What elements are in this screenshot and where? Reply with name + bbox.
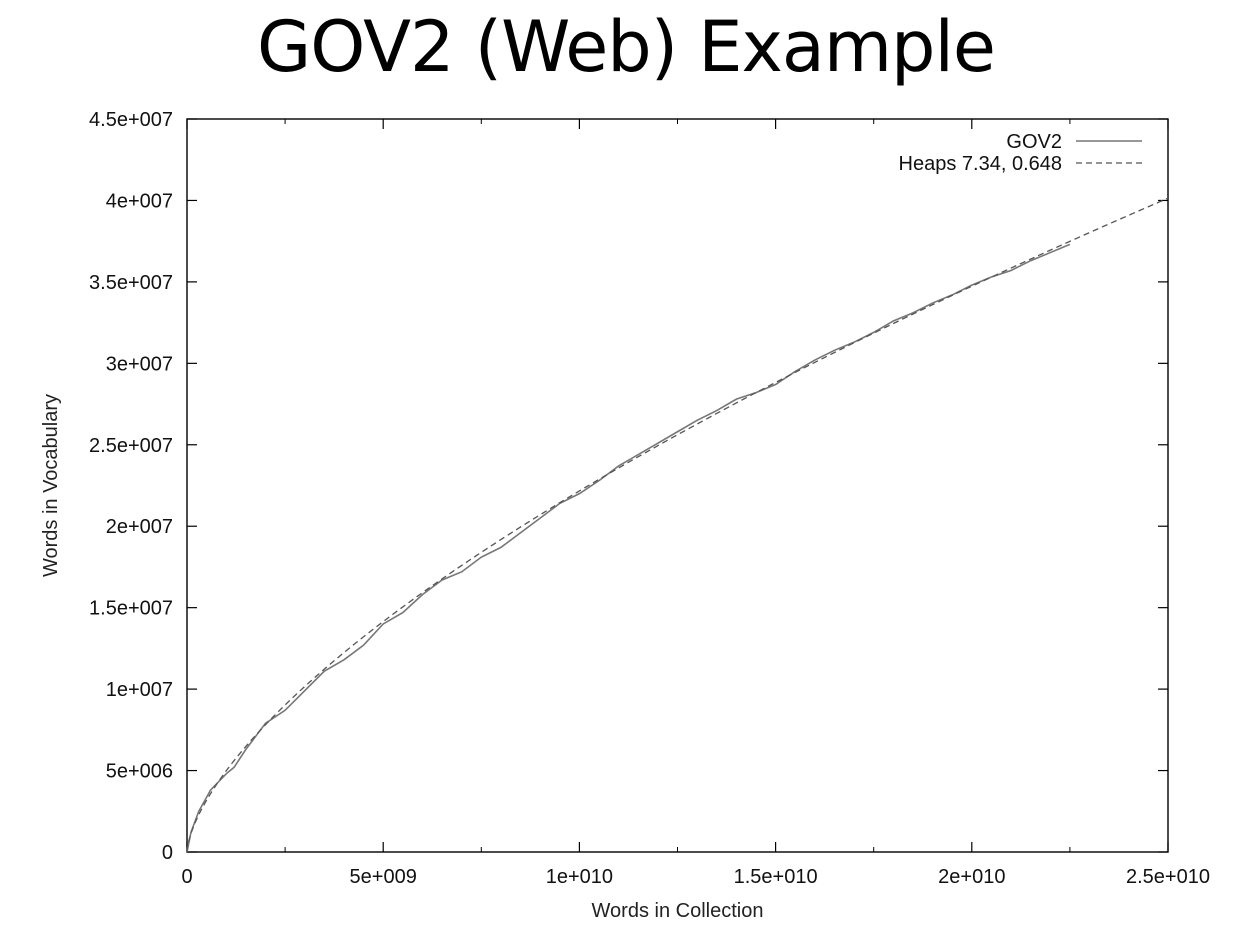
x-tick-label: 2e+010: [938, 866, 1005, 888]
y-axis-label: Words in Vocabulary: [40, 394, 62, 577]
y-tick-label: 1.5e+007: [89, 598, 173, 620]
y-tick-label: 2e+007: [106, 516, 173, 538]
y-tick-label: 2.5e+007: [89, 435, 173, 457]
series-layer: [186, 197, 1169, 853]
page-title: GOV2 (Web) Example: [257, 6, 996, 88]
x-tick-label: 1e+010: [546, 866, 613, 888]
x-axis-label: Words in Collection: [592, 900, 764, 922]
x-tick-label: 2.5e+010: [1126, 866, 1210, 888]
series-line-gov2: [186, 243, 1071, 853]
y-tick-label: 4e+007: [106, 190, 173, 212]
y-tick-label: 0: [162, 842, 173, 864]
legend-label: GOV2: [1006, 131, 1062, 153]
x-tick-label: 5e+009: [350, 866, 417, 888]
y-tick-label: 5e+006: [106, 761, 173, 783]
y-tick-label: 4.5e+007: [89, 109, 173, 131]
y-tick-label: 3.5e+007: [89, 272, 173, 294]
axis-ticks: [186, 118, 1169, 853]
plot-frame: [186, 118, 1169, 853]
series-line-heaps: [186, 197, 1169, 853]
axis-tick-labels: 0 5e+009 1e+010 1.5e+010 2e+010 2.5e+010 0 5e+0…: [89, 109, 1210, 888]
y-tick-label: 1e+007: [106, 679, 173, 701]
x-tick-label: 1.5e+010: [734, 866, 818, 888]
x-tick-label: 0: [181, 866, 192, 888]
legend-label: Heaps 7.34, 0.648: [899, 153, 1062, 175]
y-tick-label: 3e+007: [106, 353, 173, 375]
